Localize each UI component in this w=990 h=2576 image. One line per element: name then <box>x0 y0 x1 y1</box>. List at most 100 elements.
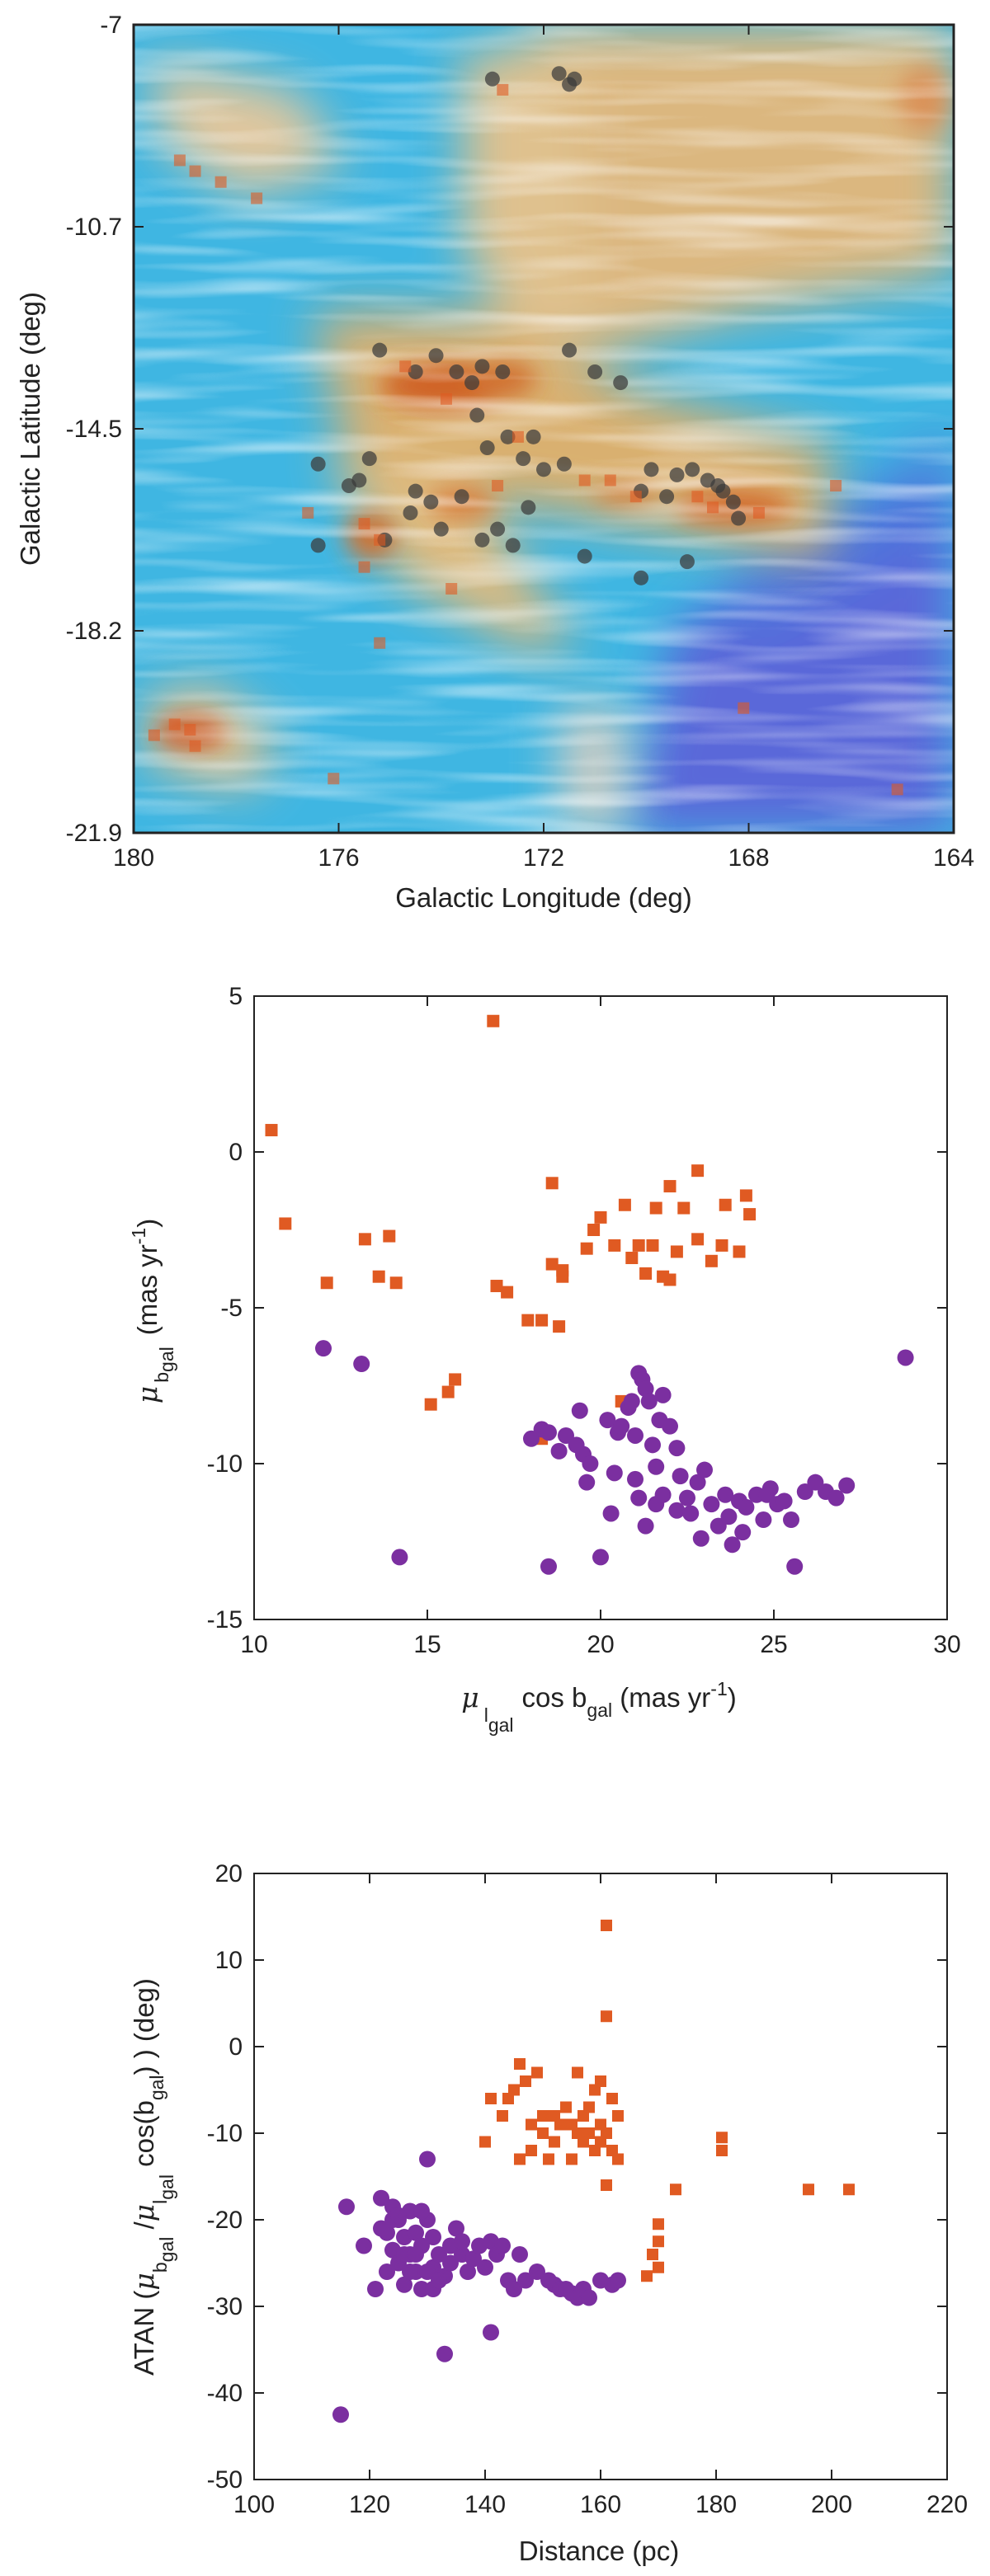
map-point-circle <box>423 494 439 510</box>
ad-point-square <box>560 2101 572 2113</box>
map-point-circle <box>567 71 582 87</box>
ad-point-square <box>612 2110 624 2122</box>
pm-point-circle <box>672 1468 689 1485</box>
ad-point-square <box>653 2235 664 2248</box>
ad-point-square <box>537 2110 549 2122</box>
ad-x-tick-label: 100 <box>233 2491 275 2518</box>
pm-point-circle <box>668 1440 686 1457</box>
pm-point-circle <box>654 1386 672 1403</box>
pm-point-circle <box>623 1393 640 1410</box>
ad-point-square <box>566 2153 578 2165</box>
ad-point-square <box>670 2183 681 2196</box>
pm-point-circle <box>315 1340 332 1357</box>
map-y-tick-label: -18.2 <box>66 618 122 645</box>
map-point-square <box>707 501 719 514</box>
ad-point-square <box>583 2101 595 2113</box>
map-x-tick-label: 172 <box>523 844 564 872</box>
pm-point-square <box>594 1210 607 1224</box>
pm-point-circle <box>540 1558 557 1575</box>
ad-point-square <box>716 2145 728 2156</box>
panel-proper-motion: 10 15 20 25 30 5 0 -5 -10 -15 μlgalcos bgal (mas … <box>128 983 961 1736</box>
map-point-circle <box>562 342 578 358</box>
pm-point-circle <box>630 1489 648 1507</box>
map-point-circle <box>428 348 444 364</box>
map-point-square <box>251 192 263 204</box>
ad-point-square <box>508 2084 520 2096</box>
ad-y-tick-label: -30 <box>207 2293 243 2320</box>
pm-point-square <box>715 1239 728 1252</box>
ad-point-square <box>843 2183 855 2196</box>
pm-point-circle <box>692 1530 710 1547</box>
ad-y-tick-label: 20 <box>215 1860 243 1887</box>
map-x-tick-label: 176 <box>318 844 359 872</box>
map-point-circle <box>556 456 572 472</box>
ad-point-square <box>531 2066 543 2079</box>
map-point-square <box>302 506 314 519</box>
map-point-circle <box>361 451 377 467</box>
pm-point-circle <box>582 1455 599 1472</box>
ad-point-circle <box>581 2289 597 2306</box>
pm-point-square <box>625 1252 639 1265</box>
pm-y-axis-label: μbgal(mas yr-1) <box>128 1219 177 1403</box>
ad-point-circle <box>442 2254 459 2272</box>
map-point-square <box>173 154 186 167</box>
map-point-circle <box>613 375 629 391</box>
pm-point-circle <box>599 1412 616 1429</box>
map-background <box>134 25 954 833</box>
pm-point-square <box>691 1164 705 1178</box>
ad-point-circle <box>408 2246 424 2263</box>
pm-point-circle <box>550 1442 568 1460</box>
map-point-circle <box>495 364 511 379</box>
map-markers <box>148 66 903 796</box>
ad-point-square <box>479 2136 491 2148</box>
pm-point-circle <box>644 1436 661 1454</box>
ad-point-square <box>554 2118 566 2131</box>
map-point-square <box>629 491 642 503</box>
pm-y-tick-label: -5 <box>220 1295 243 1322</box>
pm-point-square <box>639 1267 653 1280</box>
ad-point-circle <box>373 2189 389 2207</box>
map-point-circle <box>505 538 521 553</box>
pm-point-circle <box>783 1511 799 1529</box>
ad-point-square <box>606 2093 618 2104</box>
pm-point-circle <box>627 1427 644 1444</box>
ad-point-square <box>537 2127 549 2139</box>
pm-point-circle <box>755 1511 772 1529</box>
pm-point-square <box>424 1398 437 1411</box>
map-point-circle <box>490 521 506 537</box>
pm-point-square <box>320 1276 333 1290</box>
ad-point-square <box>497 2110 508 2122</box>
pm-point-circle <box>827 1489 845 1507</box>
pm-point-circle <box>734 1524 752 1541</box>
pm-point-square <box>449 1373 462 1386</box>
pm-point-square <box>733 1245 746 1258</box>
pm-point-circle <box>682 1505 700 1522</box>
pm-point-circle <box>648 1458 665 1475</box>
pm-point-square <box>691 1233 705 1246</box>
ad-point-circle <box>517 2272 534 2289</box>
pm-point-square <box>632 1239 645 1252</box>
map-point-circle <box>479 440 495 456</box>
map-point-circle <box>634 570 649 585</box>
ad-point-square <box>595 2075 606 2087</box>
map-point-square <box>148 729 160 741</box>
map-point-square <box>604 474 616 487</box>
map-point-square <box>691 491 704 503</box>
pm-point-circle <box>668 1502 686 1519</box>
pm-point-square <box>677 1201 691 1215</box>
ad-point-circle <box>431 2272 447 2289</box>
ad-point-square <box>526 2118 537 2131</box>
ad-y-axis-label: ATAN (μbgal /μlgal cos(bgal) ) (deg) <box>128 1978 177 2376</box>
ad-x-tick-label: 140 <box>464 2491 506 2518</box>
panel-map: 180 176 172 168 164 -7 -10.7 -14.5 -18.2 -21.9 Ga… <box>15 12 974 913</box>
ad-point-circle <box>494 2237 511 2254</box>
ad-point-circle <box>413 2281 430 2297</box>
ad-point-circle <box>390 2207 407 2224</box>
pm-point-circle <box>592 1549 609 1566</box>
map-point-circle <box>659 489 675 505</box>
pm-point-square <box>490 1280 503 1293</box>
map-point-circle <box>685 462 700 477</box>
pm-point-circle <box>640 1393 658 1410</box>
ad-point-square <box>653 2218 664 2230</box>
